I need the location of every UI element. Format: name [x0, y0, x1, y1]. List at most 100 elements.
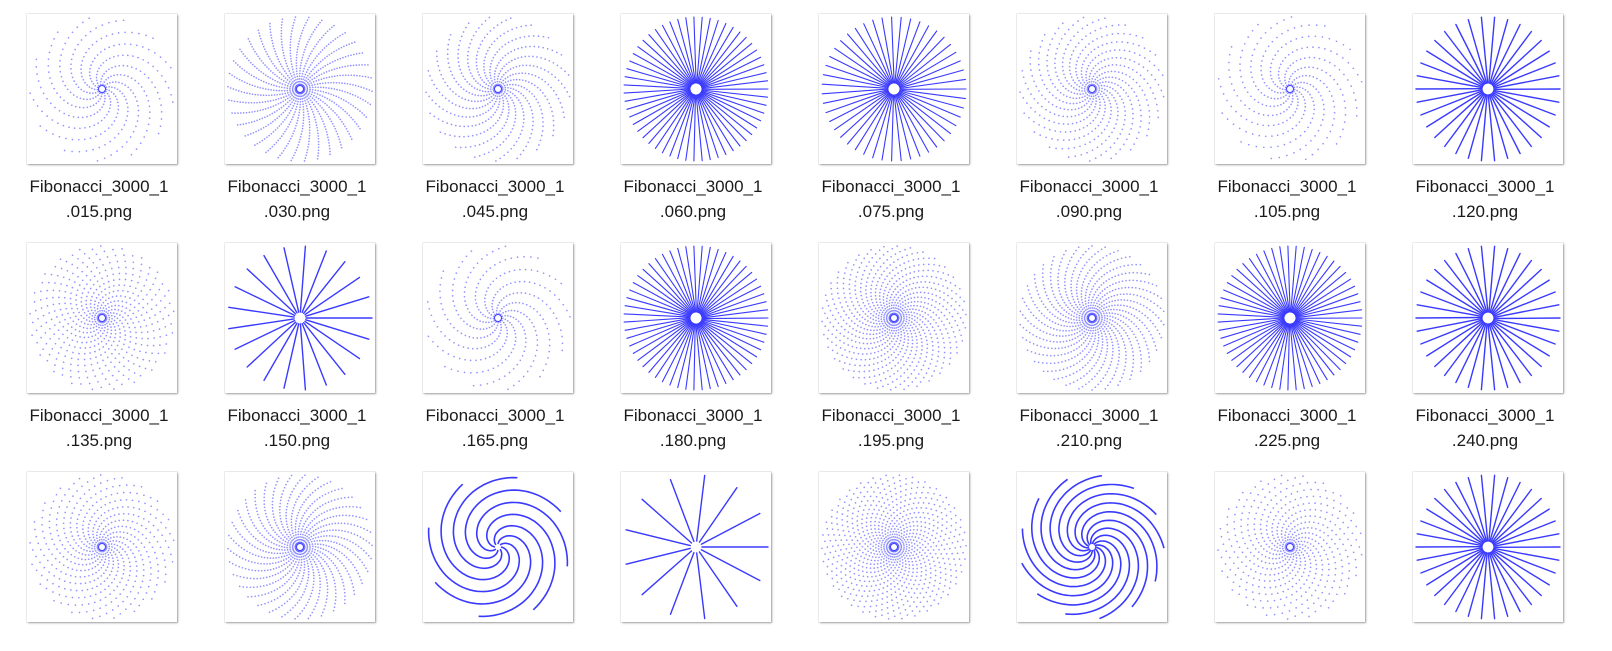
file-item[interactable]: Fibonacci_3000_1 .165.png	[396, 231, 594, 459]
file-name-label[interactable]: Fibonacci_3000_1 .105.png	[1188, 174, 1386, 224]
file-item[interactable]	[990, 460, 1188, 651]
file-item[interactable]: Fibonacci_3000_1 .045.png	[396, 2, 594, 230]
file-name-label[interactable]: Fibonacci_3000_1 .045.png	[396, 174, 594, 224]
file-item[interactable]: Fibonacci_3000_1 .135.png	[0, 231, 198, 459]
file-thumbnail[interactable]	[621, 14, 771, 164]
file-name-line2: .060.png	[594, 199, 792, 224]
thumbnail-pattern	[819, 243, 969, 393]
file-thumbnail[interactable]	[1017, 472, 1167, 622]
file-name-label[interactable]: Fibonacci_3000_1 .150.png	[198, 403, 396, 453]
file-item[interactable]: Fibonacci_3000_1 .030.png	[198, 2, 396, 230]
file-item[interactable]	[396, 460, 594, 651]
thumbnail-pattern	[819, 14, 969, 164]
file-name-label[interactable]: Fibonacci_3000_1 .135.png	[0, 403, 198, 453]
file-name-line2: .195.png	[792, 428, 990, 453]
file-item[interactable]: Fibonacci_3000_1 .210.png	[990, 231, 1188, 459]
file-name-line1: Fibonacci_3000_1	[0, 403, 198, 428]
file-item[interactable]	[198, 460, 396, 651]
file-thumbnail[interactable]	[423, 243, 573, 393]
file-item[interactable]: Fibonacci_3000_1 .090.png	[990, 2, 1188, 230]
thumbnail-pattern	[225, 243, 375, 393]
file-item[interactable]: Fibonacci_3000_1 .150.png	[198, 231, 396, 459]
file-item[interactable]: Fibonacci_3000_1 .060.png	[594, 2, 792, 230]
file-thumbnail[interactable]	[423, 14, 573, 164]
file-thumbnail[interactable]	[27, 472, 177, 622]
file-name-line2: .225.png	[1188, 428, 1386, 453]
file-item[interactable]: Fibonacci_3000_1 .120.png	[1386, 2, 1584, 230]
file-name-label[interactable]: Fibonacci_3000_1 .015.png	[0, 174, 198, 224]
file-item[interactable]	[1188, 460, 1386, 651]
file-item[interactable]: Fibonacci_3000_1 .015.png	[0, 2, 198, 230]
file-name-line2: .180.png	[594, 428, 792, 453]
file-thumbnail[interactable]	[819, 14, 969, 164]
file-name-label[interactable]: Fibonacci_3000_1 .225.png	[1188, 403, 1386, 453]
file-thumbnail[interactable]	[819, 243, 969, 393]
file-thumbnail[interactable]	[27, 243, 177, 393]
thumbnail-pattern	[1215, 472, 1365, 622]
file-item[interactable]: Fibonacci_3000_1 .225.png	[1188, 231, 1386, 459]
file-thumbnail[interactable]	[27, 14, 177, 164]
file-thumbnail[interactable]	[1413, 14, 1563, 164]
file-name-line2: .045.png	[396, 199, 594, 224]
file-name-label[interactable]: Fibonacci_3000_1 .180.png	[594, 403, 792, 453]
file-name-line2: .150.png	[198, 428, 396, 453]
thumbnail-pattern	[1413, 14, 1563, 164]
file-item[interactable]: Fibonacci_3000_1 .075.png	[792, 2, 990, 230]
file-item[interactable]: Fibonacci_3000_1 .240.png	[1386, 231, 1584, 459]
thumbnail-pattern	[225, 14, 375, 164]
file-name-line1: Fibonacci_3000_1	[792, 403, 990, 428]
file-thumbnail[interactable]	[423, 472, 573, 622]
file-thumbnail[interactable]	[1215, 14, 1365, 164]
file-name-label[interactable]: Fibonacci_3000_1 .090.png	[990, 174, 1188, 224]
file-item[interactable]: Fibonacci_3000_1 .180.png	[594, 231, 792, 459]
thumbnail-pattern	[1017, 472, 1167, 622]
file-item[interactable]: Fibonacci_3000_1 .105.png	[1188, 2, 1386, 230]
file-name-label[interactable]: Fibonacci_3000_1 .060.png	[594, 174, 792, 224]
file-thumbnail[interactable]	[1215, 243, 1365, 393]
file-name-line1: Fibonacci_3000_1	[396, 174, 594, 199]
file-name-line1: Fibonacci_3000_1	[1386, 174, 1584, 199]
file-name-line2: .165.png	[396, 428, 594, 453]
file-name-label[interactable]: Fibonacci_3000_1 .240.png	[1386, 403, 1584, 453]
thumbnail-pattern	[27, 14, 177, 164]
file-name-label[interactable]: Fibonacci_3000_1 .075.png	[792, 174, 990, 224]
thumbnail-pattern	[27, 472, 177, 622]
file-name-line2: .135.png	[0, 428, 198, 453]
file-thumbnail[interactable]	[621, 243, 771, 393]
file-item[interactable]	[1386, 460, 1584, 651]
file-name-line1: Fibonacci_3000_1	[594, 403, 792, 428]
file-thumbnail[interactable]	[225, 14, 375, 164]
file-thumbnail[interactable]	[1017, 243, 1167, 393]
thumbnail-pattern	[1017, 14, 1167, 164]
file-name-line2: .240.png	[1386, 428, 1584, 453]
file-thumbnail[interactable]	[1413, 243, 1563, 393]
file-name-line1: Fibonacci_3000_1	[198, 174, 396, 199]
file-item[interactable]	[594, 460, 792, 651]
file-name-label[interactable]: Fibonacci_3000_1 .120.png	[1386, 174, 1584, 224]
file-thumbnail[interactable]	[1017, 14, 1167, 164]
file-item[interactable]: Fibonacci_3000_1 .195.png	[792, 231, 990, 459]
file-name-line2: .030.png	[198, 199, 396, 224]
file-name-line1: Fibonacci_3000_1	[1188, 174, 1386, 199]
thumbnail-pattern	[1215, 14, 1365, 164]
file-thumbnail[interactable]	[225, 243, 375, 393]
file-thumbnail[interactable]	[621, 472, 771, 622]
thumbnail-pattern	[621, 14, 771, 164]
thumbnail-pattern	[819, 472, 969, 622]
file-item[interactable]	[792, 460, 990, 651]
file-name-line2: .210.png	[990, 428, 1188, 453]
file-name-label[interactable]: Fibonacci_3000_1 .195.png	[792, 403, 990, 453]
file-name-line1: Fibonacci_3000_1	[396, 403, 594, 428]
thumbnail-pattern	[225, 472, 375, 622]
file-item[interactable]	[0, 460, 198, 651]
file-name-label[interactable]: Fibonacci_3000_1 .030.png	[198, 174, 396, 224]
file-thumbnail[interactable]	[819, 472, 969, 622]
file-thumbnail[interactable]	[1215, 472, 1365, 622]
file-thumbnail[interactable]	[225, 472, 375, 622]
file-name-label[interactable]: Fibonacci_3000_1 .210.png	[990, 403, 1188, 453]
thumbnail-pattern	[621, 472, 771, 622]
file-thumbnail[interactable]	[1413, 472, 1563, 622]
file-name-line1: Fibonacci_3000_1	[1386, 403, 1584, 428]
file-name-label[interactable]: Fibonacci_3000_1 .165.png	[396, 403, 594, 453]
